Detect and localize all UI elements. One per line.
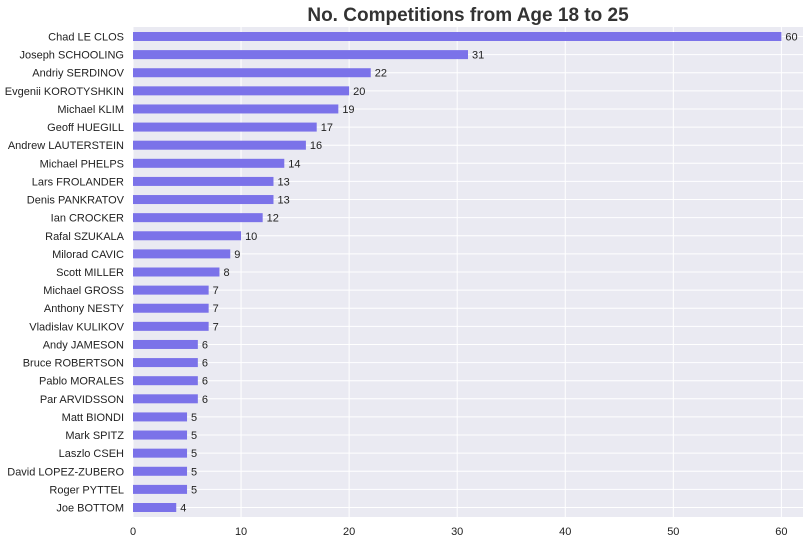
category-label: Michael GROSS: [43, 285, 124, 297]
bar: [133, 68, 371, 78]
bar: [133, 466, 188, 476]
category-label: Lars FROLANDER: [32, 176, 124, 188]
bar: [133, 213, 263, 223]
category-label: Michael PHELPS: [40, 158, 124, 170]
chart-title: No. Competitions from Age 18 to 25: [307, 5, 629, 26]
bar: [133, 376, 198, 386]
x-tick-labels: 0 10 20 30 40 50 60: [130, 526, 788, 538]
category-label: Scott MILLER: [56, 267, 124, 279]
category-label: Evgenii KOROTYSHKIN: [5, 86, 124, 98]
value-label: 22: [375, 68, 387, 80]
bar: [133, 430, 188, 440]
category-label: Par ARVIDSSON: [40, 394, 124, 406]
value-label: 19: [342, 104, 354, 116]
category-label: Pablo MORALES: [39, 376, 124, 388]
category-label: Rafal SZUKALA: [45, 231, 125, 243]
value-label: 14: [288, 158, 300, 170]
category-label: Ian CROCKER: [51, 213, 124, 225]
bar: [133, 104, 339, 114]
bar: [133, 303, 209, 313]
value-label: 13: [277, 176, 289, 188]
value-label: 10: [245, 231, 257, 243]
bar: [133, 140, 306, 150]
category-label: Andriy SERDINOV: [32, 68, 124, 80]
category-label: Anthony NESTY: [44, 303, 125, 315]
bar: [133, 50, 468, 60]
bar: [133, 122, 317, 132]
category-label: Matt BIONDI: [62, 412, 124, 424]
value-label: 4: [180, 503, 186, 515]
category-label: Vladislav KULIKOV: [29, 321, 124, 333]
value-label: 20: [353, 86, 365, 98]
value-label: 9: [234, 249, 240, 261]
category-label: Laszlo CSEH: [59, 448, 124, 460]
bar: [133, 412, 188, 422]
category-label: Andrew LAUTERSTEIN: [8, 140, 124, 152]
value-label: 7: [213, 303, 219, 315]
bar: [133, 195, 274, 205]
bar: [133, 448, 188, 458]
x-tick-label: 60: [775, 526, 787, 538]
category-label: Geoff HUEGILL: [47, 122, 124, 134]
bar: [133, 249, 231, 259]
category-label: Milorad CAVIC: [52, 249, 124, 261]
bar: [133, 231, 242, 241]
category-label: David LOPEZ-ZUBERO: [7, 466, 124, 478]
category-label: Roger PYTTEL: [49, 484, 124, 496]
x-tick-label: 20: [343, 526, 355, 538]
x-tick-label: 50: [667, 526, 679, 538]
category-labels: Chad LE CLOS Joseph SCHOOLING Andriy SERDI…: [5, 32, 125, 515]
value-label: 17: [321, 122, 333, 134]
category-label: Joe BOTTOM: [56, 503, 124, 515]
value-label: 60: [785, 32, 797, 44]
value-label: 31: [472, 50, 484, 62]
bar: [133, 285, 209, 295]
value-label: 6: [202, 394, 208, 406]
value-label: 6: [202, 376, 208, 388]
bar: [133, 267, 220, 277]
bar: [133, 358, 198, 368]
value-label: 8: [223, 267, 229, 279]
x-tick-label: 40: [559, 526, 571, 538]
value-label: 16: [310, 140, 322, 152]
value-label: 5: [191, 412, 197, 424]
bar: [133, 158, 285, 168]
category-label: Denis PANKRATOV: [27, 195, 125, 207]
value-label: 5: [191, 448, 197, 460]
x-tick-label: 10: [235, 526, 247, 538]
bar: [133, 484, 188, 494]
category-label: Michael KLIM: [57, 104, 124, 116]
x-tick-label: 0: [130, 526, 136, 538]
value-label: 13: [277, 195, 289, 207]
category-label: Chad LE CLOS: [48, 32, 124, 44]
category-label: Joseph SCHOOLING: [19, 50, 124, 62]
category-label: Andy JAMESON: [43, 339, 124, 351]
value-label: 7: [213, 285, 219, 297]
category-label: Bruce ROBERTSON: [23, 358, 124, 370]
value-label: 6: [202, 339, 208, 351]
bar: [133, 394, 198, 404]
value-label: 6: [202, 358, 208, 370]
bar: [133, 176, 274, 186]
category-label: Mark SPITZ: [65, 430, 124, 442]
value-label: 5: [191, 484, 197, 496]
bar: [133, 339, 198, 349]
bar: [133, 32, 782, 41]
bar: [133, 503, 177, 512]
value-label: 12: [267, 213, 279, 225]
x-tick-label: 30: [451, 526, 463, 538]
value-label: 7: [213, 321, 219, 333]
bars: [133, 32, 782, 512]
value-label: 5: [191, 430, 197, 442]
bar: [133, 86, 350, 96]
value-label: 5: [191, 466, 197, 478]
bar: [133, 321, 209, 331]
